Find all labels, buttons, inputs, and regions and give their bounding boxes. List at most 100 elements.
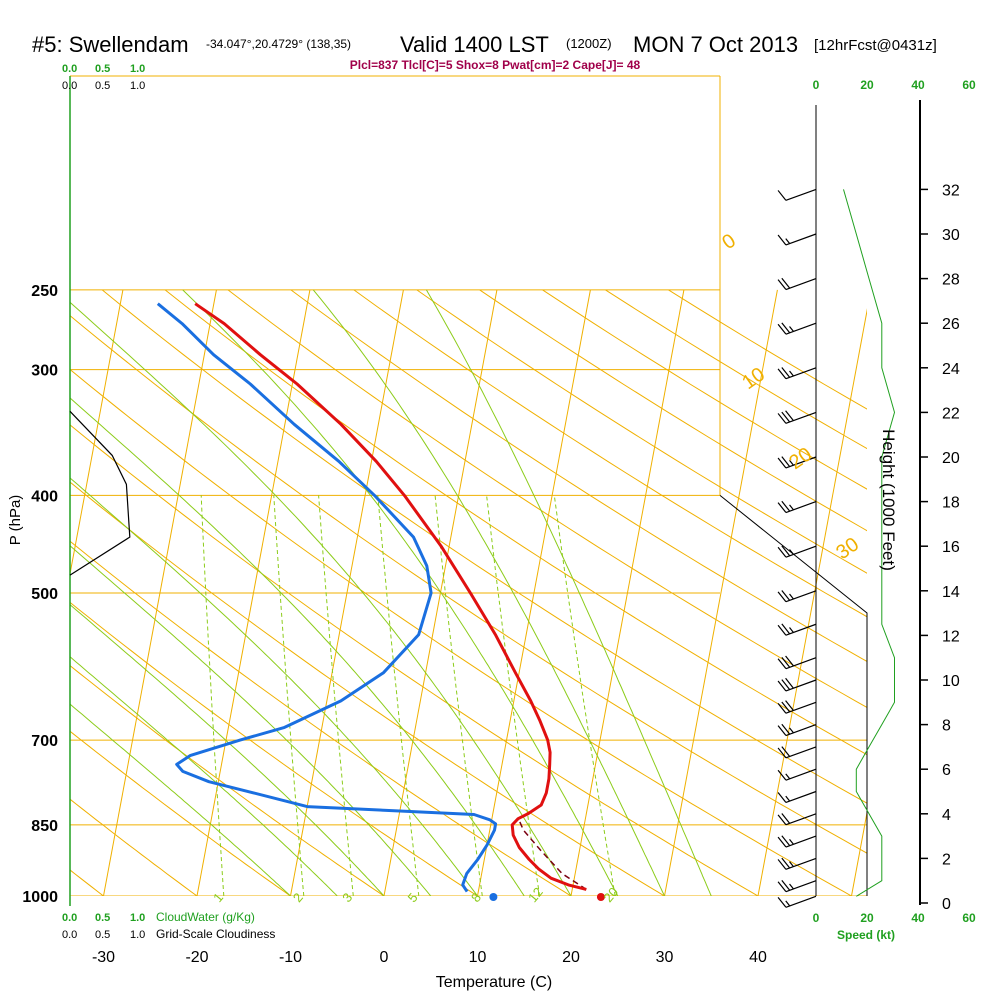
wind-barb-shaft [785,322,817,335]
dry-adiabat-line [0,290,10,896]
wind-barb [777,723,817,737]
cloudwater-label: CloudWater (g/Kg) [156,910,255,924]
cloudiness-scale-top-label: 0.5 [95,80,110,92]
y-axis-label: P (hPa) [7,495,24,546]
background-lines [0,289,867,896]
wind-barb-half-flag [789,459,794,466]
wind-barb-shaft [785,278,817,291]
freezing-boundary-line [719,495,868,896]
wind-barb [777,746,817,759]
wind-barb-flag [777,702,787,714]
speed-scale-bottom-label: 40 [911,911,925,925]
stability-indices: Plcl=837 Tlcl[C]=5 Shox=8 Pwat[cm]=2 Cap… [350,58,641,72]
wind-barb-flag [781,879,791,891]
cloudiness-profile-line [69,410,131,576]
wind-barb-flag [777,859,787,870]
wind-barb-shaft [785,724,817,737]
cloudiness-scale-top-label: 0.0 [62,80,77,92]
plot-frame [69,75,928,906]
height-tick-label: 18 [942,495,960,512]
chart-title-coords: -34.047°,20.4729° (138,35) [206,37,351,51]
mixing-ratio-line [318,495,354,896]
dry-adiabat-line [479,289,867,532]
cloudiness-scale-bottom-label: 0.0 [62,929,77,941]
wind-barb-flag [777,546,787,558]
moist-adiabat-line [70,703,291,896]
height-tick-label: 4 [942,807,951,824]
height-tick-label: 16 [942,539,960,556]
wind-barb-flag [781,500,791,512]
speed-scale-top-label: 0 [813,78,820,92]
wind-barb-half-flag [789,861,794,867]
chart-title-station: #5: Swellendam [32,32,189,57]
wind-barb-shaft [785,895,817,908]
dry-adiabat-line [70,424,759,896]
moist-adiabat-line [70,545,432,896]
wind-barb-half-flag [789,504,794,511]
wind-barb-flag [777,368,787,380]
height-tick-label: 8 [942,718,951,735]
wind-barb-flag [781,623,791,635]
wind-barb-half-flag [789,370,794,377]
speed-scale-top-label: 60 [962,78,976,92]
wind-barb-half-flag [789,549,794,555]
dry-adiabat-label: 10 [738,363,769,394]
temperature-tick-label: 40 [749,949,767,966]
wind-barb [777,623,817,636]
wind-barb-shaft [785,367,817,380]
wind-barb [777,813,817,826]
mixing-ratio-line [486,495,541,896]
wind-barb-half-flag [789,593,794,600]
cloudiness-scale-bottom-label: 1.0 [130,929,145,941]
wind-barb [777,545,817,558]
wind-barb-half-flag [789,326,794,332]
pressure-tick-label: 300 [31,363,58,380]
mixing-ratio-label: 20 [600,884,621,905]
dry-adiabat-line [70,798,198,896]
moist-adiabat-line [70,301,572,896]
cloudwater-scale-bottom-label: 1.0 [130,912,145,924]
wind-barb [777,367,817,380]
profiles [69,189,896,901]
moist-adiabat-line [312,289,665,896]
cloudwater-scale-bottom-label: 0.0 [62,912,77,924]
height-tick-label: 30 [942,227,960,244]
moist-adiabat-line [425,289,712,896]
dry-adiabat-line [164,289,867,756]
chart-title-fcst: [12hrFcst@0431z] [814,37,937,54]
wind-barb-flag [781,545,791,557]
wind-barb-shaft [785,456,817,469]
wind-barb-shaft [785,790,817,804]
isotherm-line [0,290,29,896]
wind-barb-shaft [785,623,817,636]
chart-title-valid-z: (1200Z) [566,36,612,51]
dry-adiabat-label: 0 [718,230,740,254]
wind-barb-flag [781,411,791,423]
wind-barb-flag [777,234,787,246]
temperature-tick-label: 0 [380,949,389,966]
cloudiness-scale-top-label: 1.0 [130,80,145,92]
moist-adiabat-line [70,604,385,896]
temperature-tick-label: -30 [92,949,115,966]
temperature-profile-line [194,302,587,891]
dry-adiabat-label: 30 [832,533,863,564]
wind-barb [777,655,817,670]
wind-barb-flag [777,814,787,826]
wind-barb-shaft [785,657,817,670]
wind-barb-half-flag [785,795,791,802]
height-tick-label: 12 [942,628,960,645]
pressure-tick-label: 1000 [22,889,58,906]
mixing-ratio-label: 12 [525,884,546,905]
wind-barb-shaft [785,188,817,201]
wind-barb-flag [777,725,787,736]
temperature-tick-label: -20 [185,949,208,966]
dry-adiabat-line [70,368,852,896]
wind-barb-flag [781,835,791,847]
wind-barb-half-flag [789,883,794,890]
labels: #5: Swellendam -34.047°,20.4729° (138,35… [7,32,976,991]
wind-barb [777,188,817,201]
dry-adiabat-line [227,289,867,709]
speed-label: Speed (kt) [837,928,895,942]
wind-barb [777,790,817,804]
chart-title-date: MON 7 Oct 2013 [633,32,798,57]
